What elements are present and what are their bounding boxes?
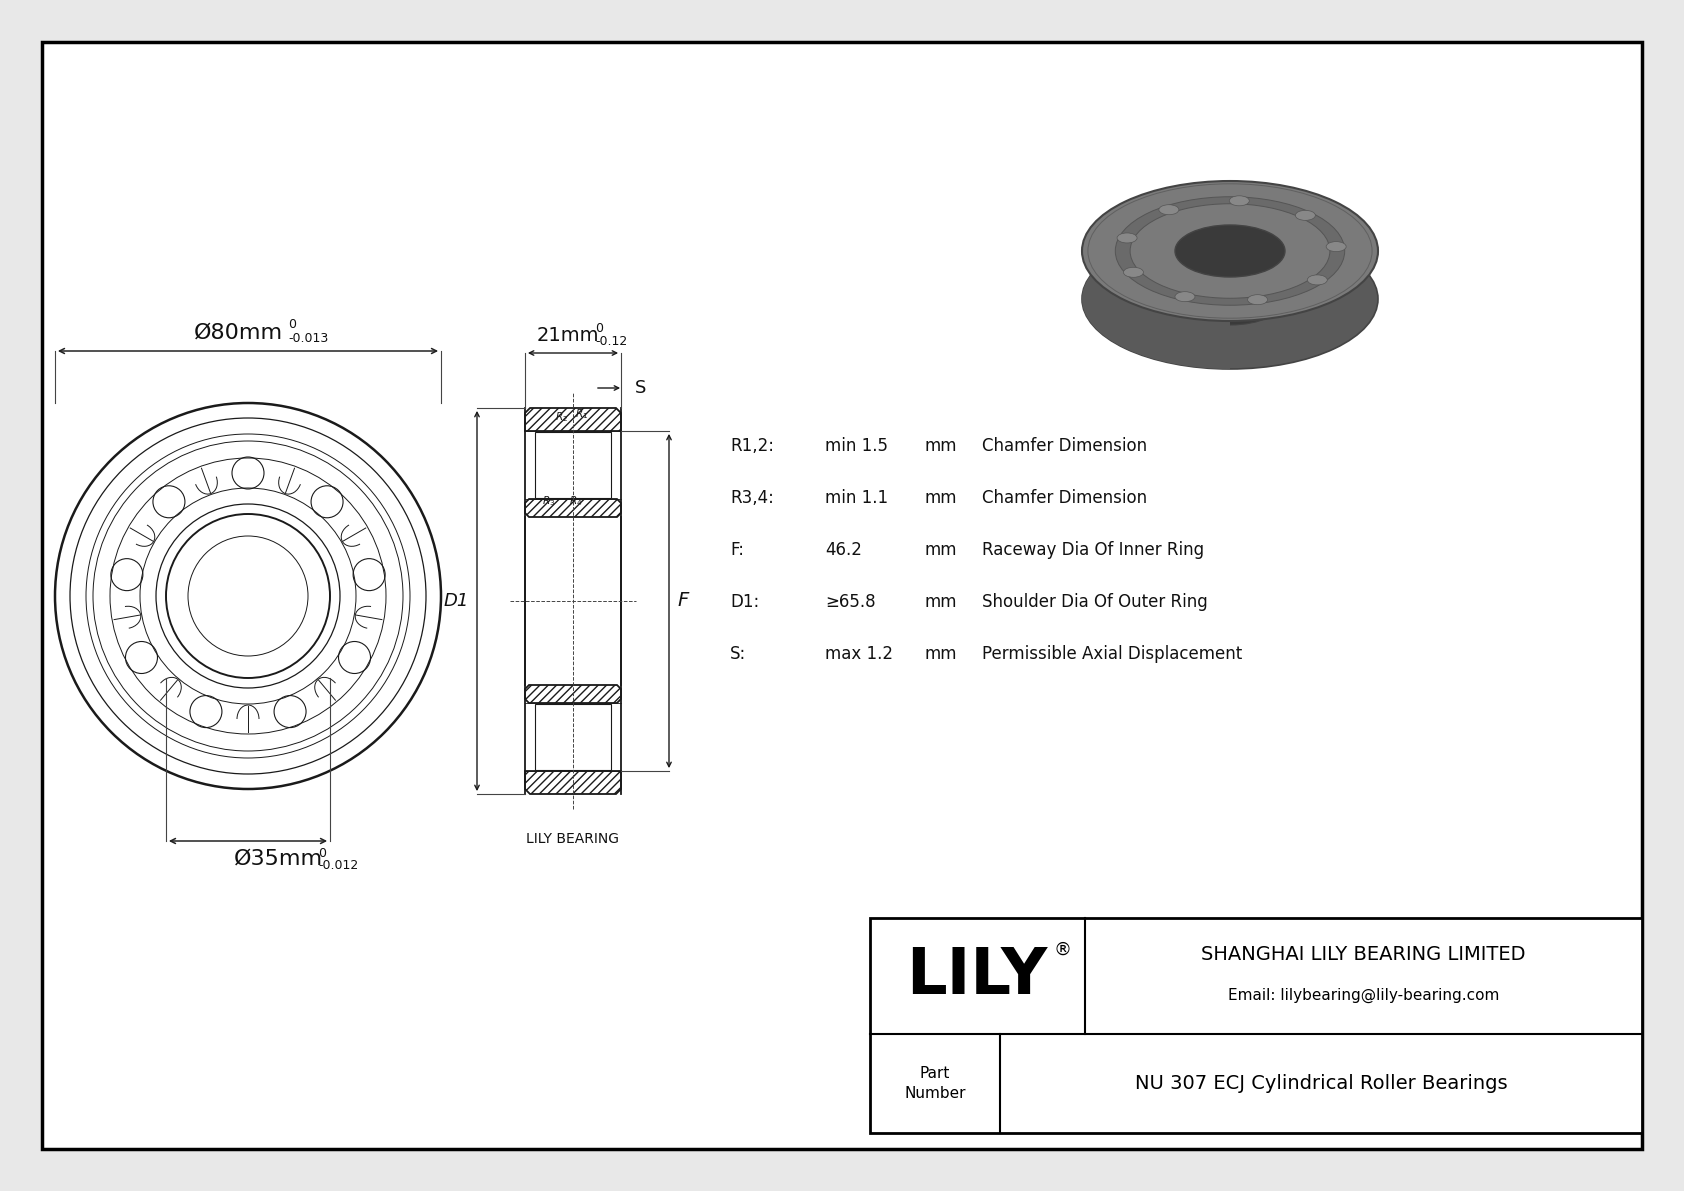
Text: min 1.5: min 1.5 <box>825 437 887 455</box>
Text: -0.013: -0.013 <box>288 332 328 345</box>
Ellipse shape <box>1248 294 1268 305</box>
Text: mm: mm <box>925 490 958 507</box>
Text: 0: 0 <box>318 847 327 860</box>
Text: Ø80mm: Ø80mm <box>194 323 283 343</box>
Text: mm: mm <box>925 646 958 663</box>
Text: Email: lilybearing@lily-bearing.com: Email: lilybearing@lily-bearing.com <box>1228 987 1499 1003</box>
Ellipse shape <box>1175 292 1196 301</box>
Ellipse shape <box>1115 197 1346 305</box>
Ellipse shape <box>1229 195 1250 206</box>
Ellipse shape <box>1327 242 1346 251</box>
Ellipse shape <box>1175 273 1285 325</box>
Text: LILY BEARING: LILY BEARING <box>527 833 620 846</box>
Text: 0: 0 <box>288 318 296 331</box>
Text: D1:: D1: <box>729 593 759 611</box>
Text: mm: mm <box>925 593 958 611</box>
Text: ≥65.8: ≥65.8 <box>825 593 876 611</box>
Ellipse shape <box>1175 225 1285 278</box>
Polygon shape <box>525 771 621 794</box>
Text: Shoulder Dia Of Outer Ring: Shoulder Dia Of Outer Ring <box>982 593 1207 611</box>
Text: 21mm: 21mm <box>537 326 600 345</box>
Text: R3,4:: R3,4: <box>729 490 775 507</box>
Text: $R_3$: $R_3$ <box>542 494 556 507</box>
Text: $R_1$: $R_1$ <box>574 407 588 420</box>
Text: max 1.2: max 1.2 <box>825 646 893 663</box>
Polygon shape <box>525 499 621 517</box>
Bar <box>871 918 1642 1133</box>
Text: mm: mm <box>925 437 958 455</box>
Text: mm: mm <box>925 541 958 559</box>
Text: Raceway Dia Of Inner Ring: Raceway Dia Of Inner Ring <box>982 541 1204 559</box>
Text: Chamfer Dimension: Chamfer Dimension <box>982 437 1147 455</box>
Bar <box>534 704 611 771</box>
Text: 46.2: 46.2 <box>825 541 862 559</box>
Ellipse shape <box>1130 204 1330 298</box>
Ellipse shape <box>1159 205 1179 214</box>
Text: LILY: LILY <box>906 944 1047 1008</box>
Text: NU 307 ECJ Cylindrical Roller Bearings: NU 307 ECJ Cylindrical Roller Bearings <box>1135 1074 1507 1093</box>
Text: D1: D1 <box>443 592 470 610</box>
Text: -0.012: -0.012 <box>318 859 359 872</box>
Text: S: S <box>635 379 647 397</box>
Text: F:: F: <box>729 541 744 559</box>
Ellipse shape <box>1116 233 1137 243</box>
Ellipse shape <box>1083 229 1378 369</box>
Text: $R_2$: $R_2$ <box>556 410 568 424</box>
Text: 0: 0 <box>594 322 603 335</box>
Ellipse shape <box>1307 275 1327 285</box>
Ellipse shape <box>1123 267 1143 278</box>
Text: R1,2:: R1,2: <box>729 437 775 455</box>
Text: Permissible Axial Displacement: Permissible Axial Displacement <box>982 646 1243 663</box>
Polygon shape <box>1083 181 1229 369</box>
Text: min 1.1: min 1.1 <box>825 490 887 507</box>
Text: Part
Number: Part Number <box>904 1066 965 1100</box>
Polygon shape <box>525 409 621 431</box>
Ellipse shape <box>1083 181 1378 322</box>
Text: -0.12: -0.12 <box>594 335 626 348</box>
Polygon shape <box>525 685 621 703</box>
Ellipse shape <box>1295 211 1315 220</box>
Bar <box>534 432 611 498</box>
Text: SHANGHAI LILY BEARING LIMITED: SHANGHAI LILY BEARING LIMITED <box>1201 944 1526 964</box>
Text: S:: S: <box>729 646 746 663</box>
Text: $R_4$: $R_4$ <box>569 494 583 507</box>
Text: ®: ® <box>1052 941 1071 959</box>
Text: F: F <box>677 592 689 611</box>
Text: Ø35mm: Ø35mm <box>234 849 323 869</box>
Text: Chamfer Dimension: Chamfer Dimension <box>982 490 1147 507</box>
